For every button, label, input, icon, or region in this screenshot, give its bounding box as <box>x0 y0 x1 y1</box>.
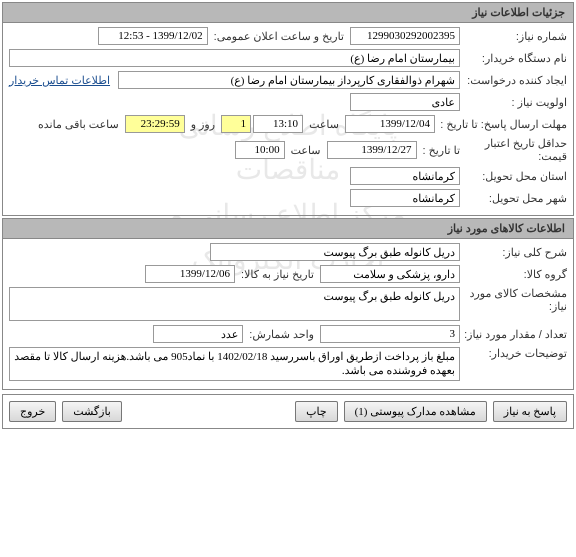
buyer-notes-field <box>9 347 460 381</box>
validity-to-label: تا تاریخ : <box>419 144 460 157</box>
attachments-button[interactable]: مشاهده مدارک پیوستی (1) <box>344 401 487 422</box>
validity-label: حداقل تاریخ اعتبار قیمت: <box>462 137 567 163</box>
general-desc-field <box>210 243 460 261</box>
city-label: شهر محل تحویل: <box>462 192 567 205</box>
priority-label: اولویت نیاز : <box>462 96 567 109</box>
remaining-label: ساعت باقی مانده <box>34 118 123 131</box>
validity-time-field <box>235 141 285 159</box>
button-bar: پاسخ به نیاز مشاهده مدارک پیوستی (1) چاپ… <box>2 394 574 429</box>
goods-info-header: اطلاعات کالاهای مورد نیاز <box>3 219 573 239</box>
unit-label: واحد شمارش: <box>245 328 318 341</box>
respond-button[interactable]: پاسخ به نیاز <box>493 401 567 422</box>
qty-label: تعداد / مقدار مورد نیاز: <box>462 328 567 341</box>
public-datetime-label: تاریخ و ساعت اعلان عمومی: <box>210 30 348 43</box>
exit-button[interactable]: خروج <box>9 401 56 422</box>
time-remaining-field <box>125 115 185 133</box>
buyer-org-field <box>9 49 460 67</box>
buyer-org-label: نام دستگاه خریدار: <box>462 52 567 65</box>
goods-spec-field <box>9 287 460 321</box>
need-number-field <box>350 27 460 45</box>
province-label: استان محل تحویل: <box>462 170 567 183</box>
deadline-date-field <box>345 115 435 133</box>
need-number-label: شماره نیاز: <box>462 30 567 43</box>
print-button[interactable]: چاپ <box>295 401 338 422</box>
goods-info-panel: اطلاعات کالاهای مورد نیاز شرح کلی نیاز: … <box>2 218 574 390</box>
buyer-contact-link[interactable]: اطلاعات تماس خریدار <box>9 74 110 87</box>
requester-field <box>118 71 460 89</box>
need-date-label: تاریخ نیاز به کالا: <box>237 268 318 281</box>
need-details-panel: جزئیات اطلاعات نیاز شماره نیاز: تاریخ و … <box>2 2 574 216</box>
general-desc-label: شرح کلی نیاز: <box>462 246 567 259</box>
city-field <box>350 189 460 207</box>
goods-spec-label: مشخصات کالای مورد نیاز: <box>462 287 567 313</box>
deadline-time-label: ساعت <box>305 118 343 131</box>
days-and-label: روز و <box>187 118 219 131</box>
goods-group-field <box>320 265 460 283</box>
days-remaining-field <box>221 115 251 133</box>
goods-group-label: گروه کالا: <box>462 268 567 281</box>
need-date-field <box>145 265 235 283</box>
validity-date-field <box>327 141 417 159</box>
need-details-header: جزئیات اطلاعات نیاز <box>3 3 573 23</box>
buyer-notes-label: توضیحات خریدار: <box>462 347 567 360</box>
validity-time-label: ساعت <box>287 144 325 157</box>
deadline-time-field <box>253 115 303 133</box>
requester-label: ایجاد کننده درخواست: <box>462 74 567 87</box>
priority-field <box>350 93 460 111</box>
deadline-label: مهلت ارسال پاسخ: تا تاریخ : <box>437 118 567 131</box>
unit-field <box>153 325 243 343</box>
qty-field <box>320 325 460 343</box>
back-button[interactable]: بازگشت <box>62 401 122 422</box>
province-field <box>350 167 460 185</box>
public-datetime-field <box>98 27 208 45</box>
